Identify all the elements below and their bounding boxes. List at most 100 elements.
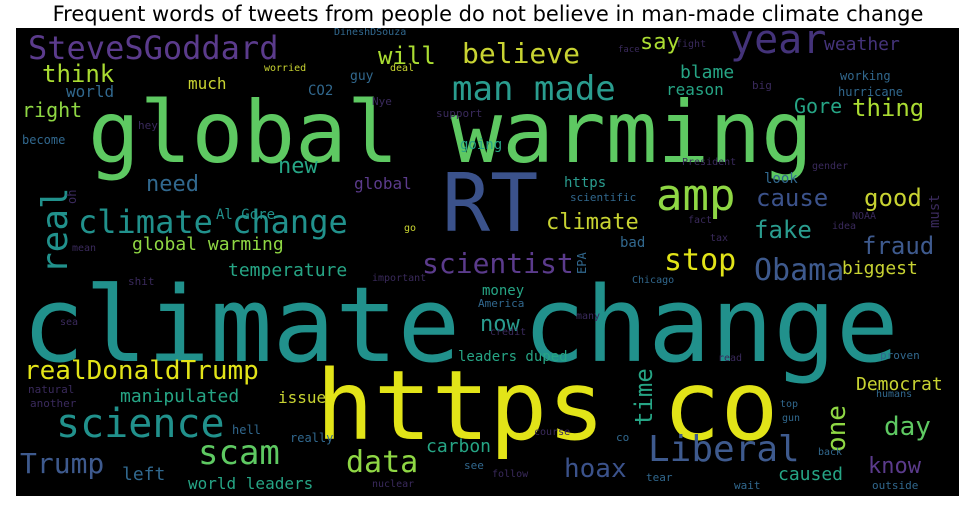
word-natural: natural (28, 383, 75, 396)
word-sea: sea (60, 317, 79, 328)
word-chicago: Chicago (632, 275, 675, 286)
word-oh: oh (65, 189, 79, 204)
word-follow: follow (492, 469, 529, 480)
word-tear: tear (646, 471, 673, 484)
word-scientific: scientific (570, 191, 637, 204)
word-course: course (534, 427, 571, 438)
word-blame: blame (680, 62, 735, 83)
word-trump: Trump (20, 447, 105, 480)
word-outside: outside (872, 479, 919, 492)
word-proven: proven (880, 349, 920, 362)
word-must: must (927, 194, 943, 228)
word-really: really (290, 431, 334, 445)
word-gender: gender (812, 161, 849, 172)
word-temperature: temperature (228, 260, 348, 281)
word-cause: cause (756, 184, 829, 212)
word-say: say (640, 30, 680, 55)
word-deal: deal (390, 63, 415, 74)
word-gun: gun (782, 413, 801, 424)
word-manipulated: manipulated (120, 386, 240, 407)
word-weather: weather (824, 34, 900, 55)
word-america: America (478, 297, 525, 310)
word-stevesgoddard: SteveSGoddard (28, 29, 279, 67)
word-guy: guy (350, 69, 374, 84)
word-leaders-duped: leaders duped (458, 349, 568, 365)
word-world: world (66, 82, 115, 101)
word-liberal: Liberal (648, 429, 800, 470)
word-working: working (840, 69, 891, 83)
word-bad: bad (620, 235, 646, 251)
word-much: much (188, 74, 227, 93)
word-going: going (460, 137, 503, 153)
word-big: big (752, 79, 772, 92)
word-caused: caused (778, 464, 844, 485)
word-believe: believe (462, 37, 581, 70)
word-hurricane: hurricane (838, 85, 904, 99)
word-year: year (730, 28, 827, 63)
word-fight: fight (676, 39, 707, 50)
word-many: many (576, 311, 601, 322)
word-right: right (22, 98, 83, 122)
word-nye: Nye (372, 95, 392, 108)
word-fact: fact (688, 215, 713, 226)
word-tax: tax (710, 233, 729, 244)
word-co-small: co (616, 431, 630, 444)
word-man-made: man made (452, 69, 616, 109)
word-climate: climate (546, 210, 639, 235)
word-reason: reason (666, 80, 724, 99)
word-scam: scam (198, 433, 280, 473)
word-idea: idea (832, 221, 857, 232)
word-scientist: scientist (422, 247, 574, 280)
word-epa: EPA (575, 252, 589, 274)
word-hoax: hoax (564, 454, 627, 484)
word-president: President (682, 157, 737, 168)
word-another: another (30, 397, 77, 410)
word-stop: stop (664, 243, 737, 278)
word-global-small: global (354, 174, 412, 193)
word-carbon: carbon (426, 436, 492, 457)
chart-title: Frequent words of tweets from people do … (52, 2, 924, 26)
word-dineshdsouza: DineshDSouza (334, 28, 407, 38)
word-support: support (436, 107, 483, 120)
word-nuclear: nuclear (372, 479, 415, 490)
word-good: good (864, 184, 922, 212)
word-rt: RT (442, 157, 539, 250)
word-gore: Gore (794, 94, 843, 118)
word-issue: issue (278, 388, 327, 407)
word-back: back (818, 447, 843, 458)
word-become: become (22, 133, 66, 147)
word-new: new (278, 154, 318, 179)
word-left: left (122, 464, 166, 485)
word-https-co: https co (316, 350, 779, 462)
word-hell: hell (232, 423, 261, 437)
word-humans: humans (876, 389, 913, 400)
word-science: science (56, 401, 225, 447)
word-cloud: global warming climate change https co R… (16, 28, 959, 496)
word-money: money (482, 283, 525, 299)
word-co2: CO2 (308, 83, 334, 99)
word-important: important (372, 273, 427, 284)
word-go: go (404, 223, 417, 234)
word-global-warming: global warming (88, 83, 813, 183)
word-climate-change-mid: climate change (78, 203, 348, 241)
word-will: will (378, 42, 436, 70)
word-one: one (822, 405, 852, 452)
word-https: https (564, 175, 607, 191)
word-al-gore: Al Gore (216, 207, 276, 223)
word-data: data (346, 445, 419, 480)
word-now: now (480, 312, 520, 337)
word-credit: credit (490, 327, 527, 338)
word-fake: fake (754, 216, 812, 244)
word-time: time (630, 368, 658, 426)
word-realdonaldtrump: realDonaldTrump (24, 356, 259, 386)
word-read: read (718, 353, 743, 364)
word-thing: thing (852, 94, 925, 122)
word-obama: Obama (754, 253, 845, 288)
word-mean: mean (72, 243, 97, 254)
word-democrat: Democrat (856, 374, 943, 395)
word-noaa: NOAA (852, 211, 877, 222)
word-wait: wait (734, 479, 761, 492)
word-world-leaders: world leaders (188, 474, 314, 493)
word-see: see (464, 459, 484, 472)
word-climate-change: climate change (22, 264, 899, 386)
